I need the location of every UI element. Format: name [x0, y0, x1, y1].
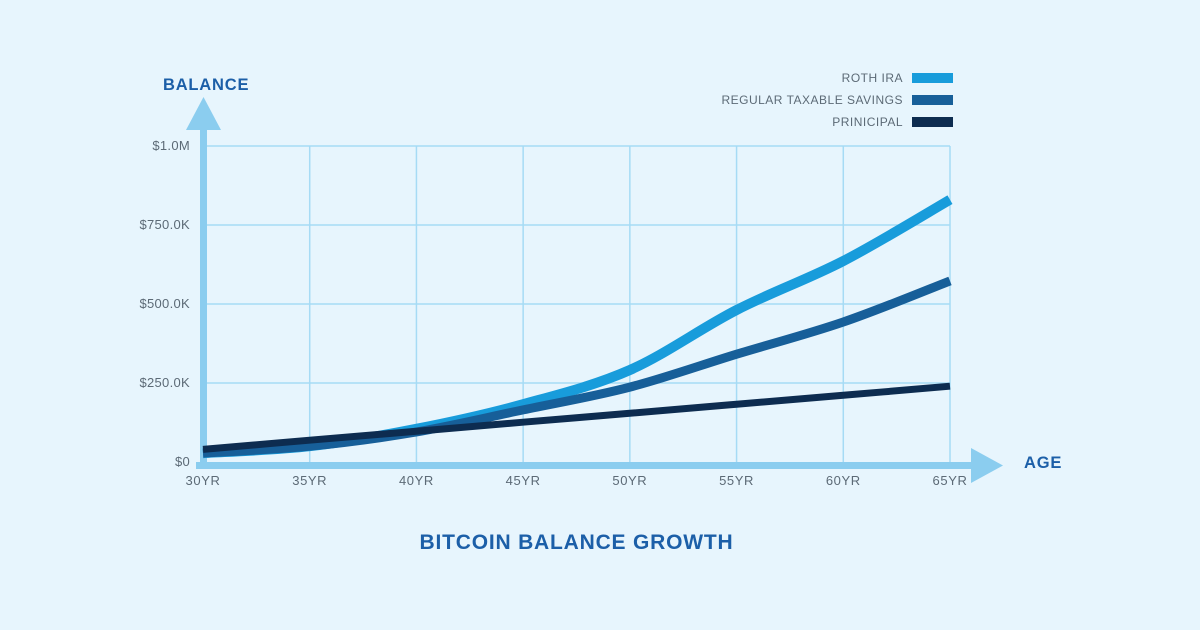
legend-label: ROTH IRA	[841, 71, 903, 85]
legend-item: REGULAR TAXABLE SAVINGS	[721, 89, 953, 111]
x-tick-label: 45YR	[505, 473, 541, 488]
x-tick-label: 40YR	[398, 473, 434, 488]
x-tick-label: 55YR	[719, 473, 755, 488]
y-tick-label: $250.0K	[139, 375, 190, 390]
x-axis-title: AGE	[1024, 454, 1063, 472]
series-lines	[202, 195, 953, 459]
series-line-regular-taxable-savings	[202, 276, 952, 458]
y-tick-label: $0	[174, 454, 190, 469]
y-axis-arrowhead-icon	[186, 97, 221, 130]
legend-swatch-prinicipal	[912, 117, 953, 127]
x-axis-shaft	[196, 462, 972, 469]
legend-item: PRINICIPAL	[721, 111, 953, 133]
x-tick-label: 30YR	[185, 473, 221, 488]
grid	[202, 145, 951, 462]
x-tick-label: 65YR	[932, 473, 968, 488]
x-tick-label: 50YR	[612, 473, 648, 488]
x-tick-label: 60YR	[825, 473, 861, 488]
y-tick-label: $500.0K	[139, 296, 190, 311]
x-tick-label: 35YR	[292, 473, 328, 488]
y-axis-title: BALANCE	[163, 76, 250, 94]
legend-item: ROTH IRA	[721, 67, 953, 89]
legend-swatch-roth-ira	[912, 73, 953, 83]
legend-label: REGULAR TAXABLE SAVINGS	[721, 93, 903, 107]
legend-label: PRINICIPAL	[832, 115, 903, 129]
legend: ROTH IRA REGULAR TAXABLE SAVINGS PRINICIPA…	[721, 67, 953, 133]
y-tick-label: $1.0M	[152, 138, 190, 153]
legend-swatch-regular-taxable-savings	[912, 95, 953, 105]
x-axis-arrowhead-icon	[971, 448, 1003, 483]
y-axis-shaft	[200, 126, 207, 469]
series-line-prinicipal	[202, 382, 951, 453]
x-axis-arrow	[196, 448, 1003, 483]
chart-title: BITCOIN BALANCE GROWTH	[419, 531, 734, 554]
y-axis-arrow	[186, 97, 221, 469]
y-tick-label: $750.0K	[139, 217, 190, 232]
